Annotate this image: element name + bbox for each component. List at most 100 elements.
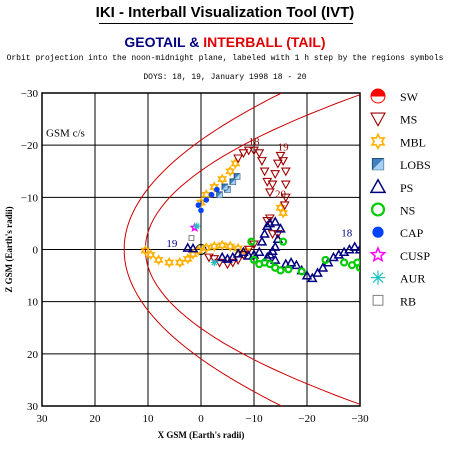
x-tick-label: 30 <box>37 413 49 425</box>
legend-item-ms: MS <box>370 112 417 127</box>
data-point-mbl <box>225 165 236 178</box>
data-point-ps <box>187 242 199 253</box>
data-point-ms <box>238 149 249 159</box>
data-point-ms <box>209 255 220 265</box>
bow-shock-curve <box>123 93 283 406</box>
legend-label: SW <box>400 90 419 104</box>
page-title: IKI - Interball Visualization Tool (IVT) <box>95 4 355 21</box>
data-point-ns <box>247 237 256 246</box>
x-axis-label: X GSM (Earth's radii) <box>158 430 245 440</box>
data-point-ns <box>321 255 330 265</box>
data-point-mbl <box>217 173 228 185</box>
data-point-ms <box>280 167 291 177</box>
legend-item-lobs: LOBS <box>371 158 431 172</box>
data-point-ps <box>285 256 297 267</box>
plot-content: 18 19 20 18 19 <box>123 93 360 406</box>
data-point-ns <box>297 267 306 276</box>
hour-label: 18 <box>249 136 261 148</box>
data-point-ps <box>354 243 360 254</box>
y-tick-label: 30 <box>27 401 39 413</box>
data-point-mbl <box>233 242 244 255</box>
legend-label: PS <box>400 181 413 195</box>
legend-label: CUSP <box>400 249 430 263</box>
data-point-ms <box>243 245 254 255</box>
data-point-mbl <box>140 244 151 257</box>
legend-label: NS <box>400 204 415 218</box>
title-underline <box>99 23 353 24</box>
y-tick-label: −20 <box>21 140 39 152</box>
data-point-mbl <box>225 240 236 253</box>
data-point-ps <box>269 241 281 251</box>
plot-description: Orbit projection into the noon-midnight … <box>6 54 444 63</box>
data-point-ms <box>280 180 291 190</box>
data-point-ps <box>269 254 281 264</box>
data-point-rb <box>188 235 195 241</box>
hour-label: 19 <box>166 238 178 250</box>
data-point-ms <box>264 188 275 198</box>
data-point-ns <box>249 255 259 265</box>
y-tick-label: −10 <box>21 192 39 204</box>
legend-item-sw: SW <box>370 88 419 104</box>
data-point-ms <box>243 146 254 156</box>
legend-item-mbl: MBL <box>370 132 426 151</box>
legend-label: AUR <box>400 272 425 286</box>
data-point-ps <box>317 262 329 272</box>
data-point-ms <box>264 214 275 224</box>
data-point-ms <box>267 180 278 190</box>
x-tick-label: 20 <box>90 413 102 425</box>
legend-label: CAP <box>400 226 424 240</box>
data-point-aur <box>211 259 218 266</box>
data-point-ms <box>259 167 270 177</box>
data-point-cap <box>198 207 204 214</box>
data-point-ns <box>284 265 293 274</box>
legend-symbol-ps <box>369 178 387 194</box>
data-point-cap <box>203 197 210 203</box>
legend-symbol-cap <box>372 226 384 238</box>
data-point-mbl <box>153 254 164 266</box>
legend-symbol-rb <box>372 294 384 306</box>
doys-line: DOYS: 18, 19, January 1998 18 - 20 <box>143 73 307 82</box>
legend-item-ns: NS <box>370 202 415 218</box>
legend-symbol-aur <box>372 272 384 283</box>
data-point-cap <box>208 191 215 198</box>
data-point-mbl <box>201 242 212 254</box>
y-tick-label: −30 <box>21 88 39 100</box>
data-point-ps <box>182 242 194 252</box>
data-point-ps <box>254 246 265 257</box>
subtitle-amp: & <box>185 34 204 50</box>
legend-item-ps: PS <box>369 178 413 195</box>
data-point-ms <box>204 253 214 263</box>
y-tick-label: 0 <box>33 245 39 257</box>
data-point-ps <box>301 270 313 280</box>
hour-label: 19 <box>278 141 290 153</box>
x-tick-label: −20 <box>298 413 316 425</box>
data-point-ns <box>276 266 285 275</box>
data-point-ns <box>355 263 360 272</box>
legend-symbol-cusp <box>369 245 387 263</box>
subtitle-interball: INTERBALL (TAIL) <box>203 34 326 50</box>
legend-item-cusp: CUSP <box>369 245 430 263</box>
data-point-ps <box>259 228 270 238</box>
data-point-ms <box>254 149 265 159</box>
data-point-ps <box>312 267 323 277</box>
data-point-lobs <box>216 191 223 198</box>
data-point-ps <box>256 236 268 246</box>
data-point-ps <box>261 220 273 230</box>
legend-symbol-sw <box>370 95 386 104</box>
spacecraft-subtitle: GEOTAIL & INTERBALL (TAIL) <box>0 34 450 50</box>
data-point-ms <box>272 159 283 169</box>
y-tick-label: 20 <box>27 349 39 361</box>
data-point-ps <box>216 251 228 262</box>
data-point-ps <box>349 241 360 251</box>
x-tick-label: 10 <box>143 413 155 425</box>
data-point-cap <box>195 202 202 208</box>
data-point-ms <box>279 201 290 211</box>
legend-item-rb: RB <box>372 294 416 308</box>
data-point-mbl <box>278 207 289 219</box>
legend-symbol-mbl <box>370 132 386 151</box>
legend-label: MS <box>400 113 417 127</box>
data-point-ps <box>291 259 302 270</box>
data-point-ms <box>267 230 278 239</box>
data-point-ms <box>222 260 233 270</box>
